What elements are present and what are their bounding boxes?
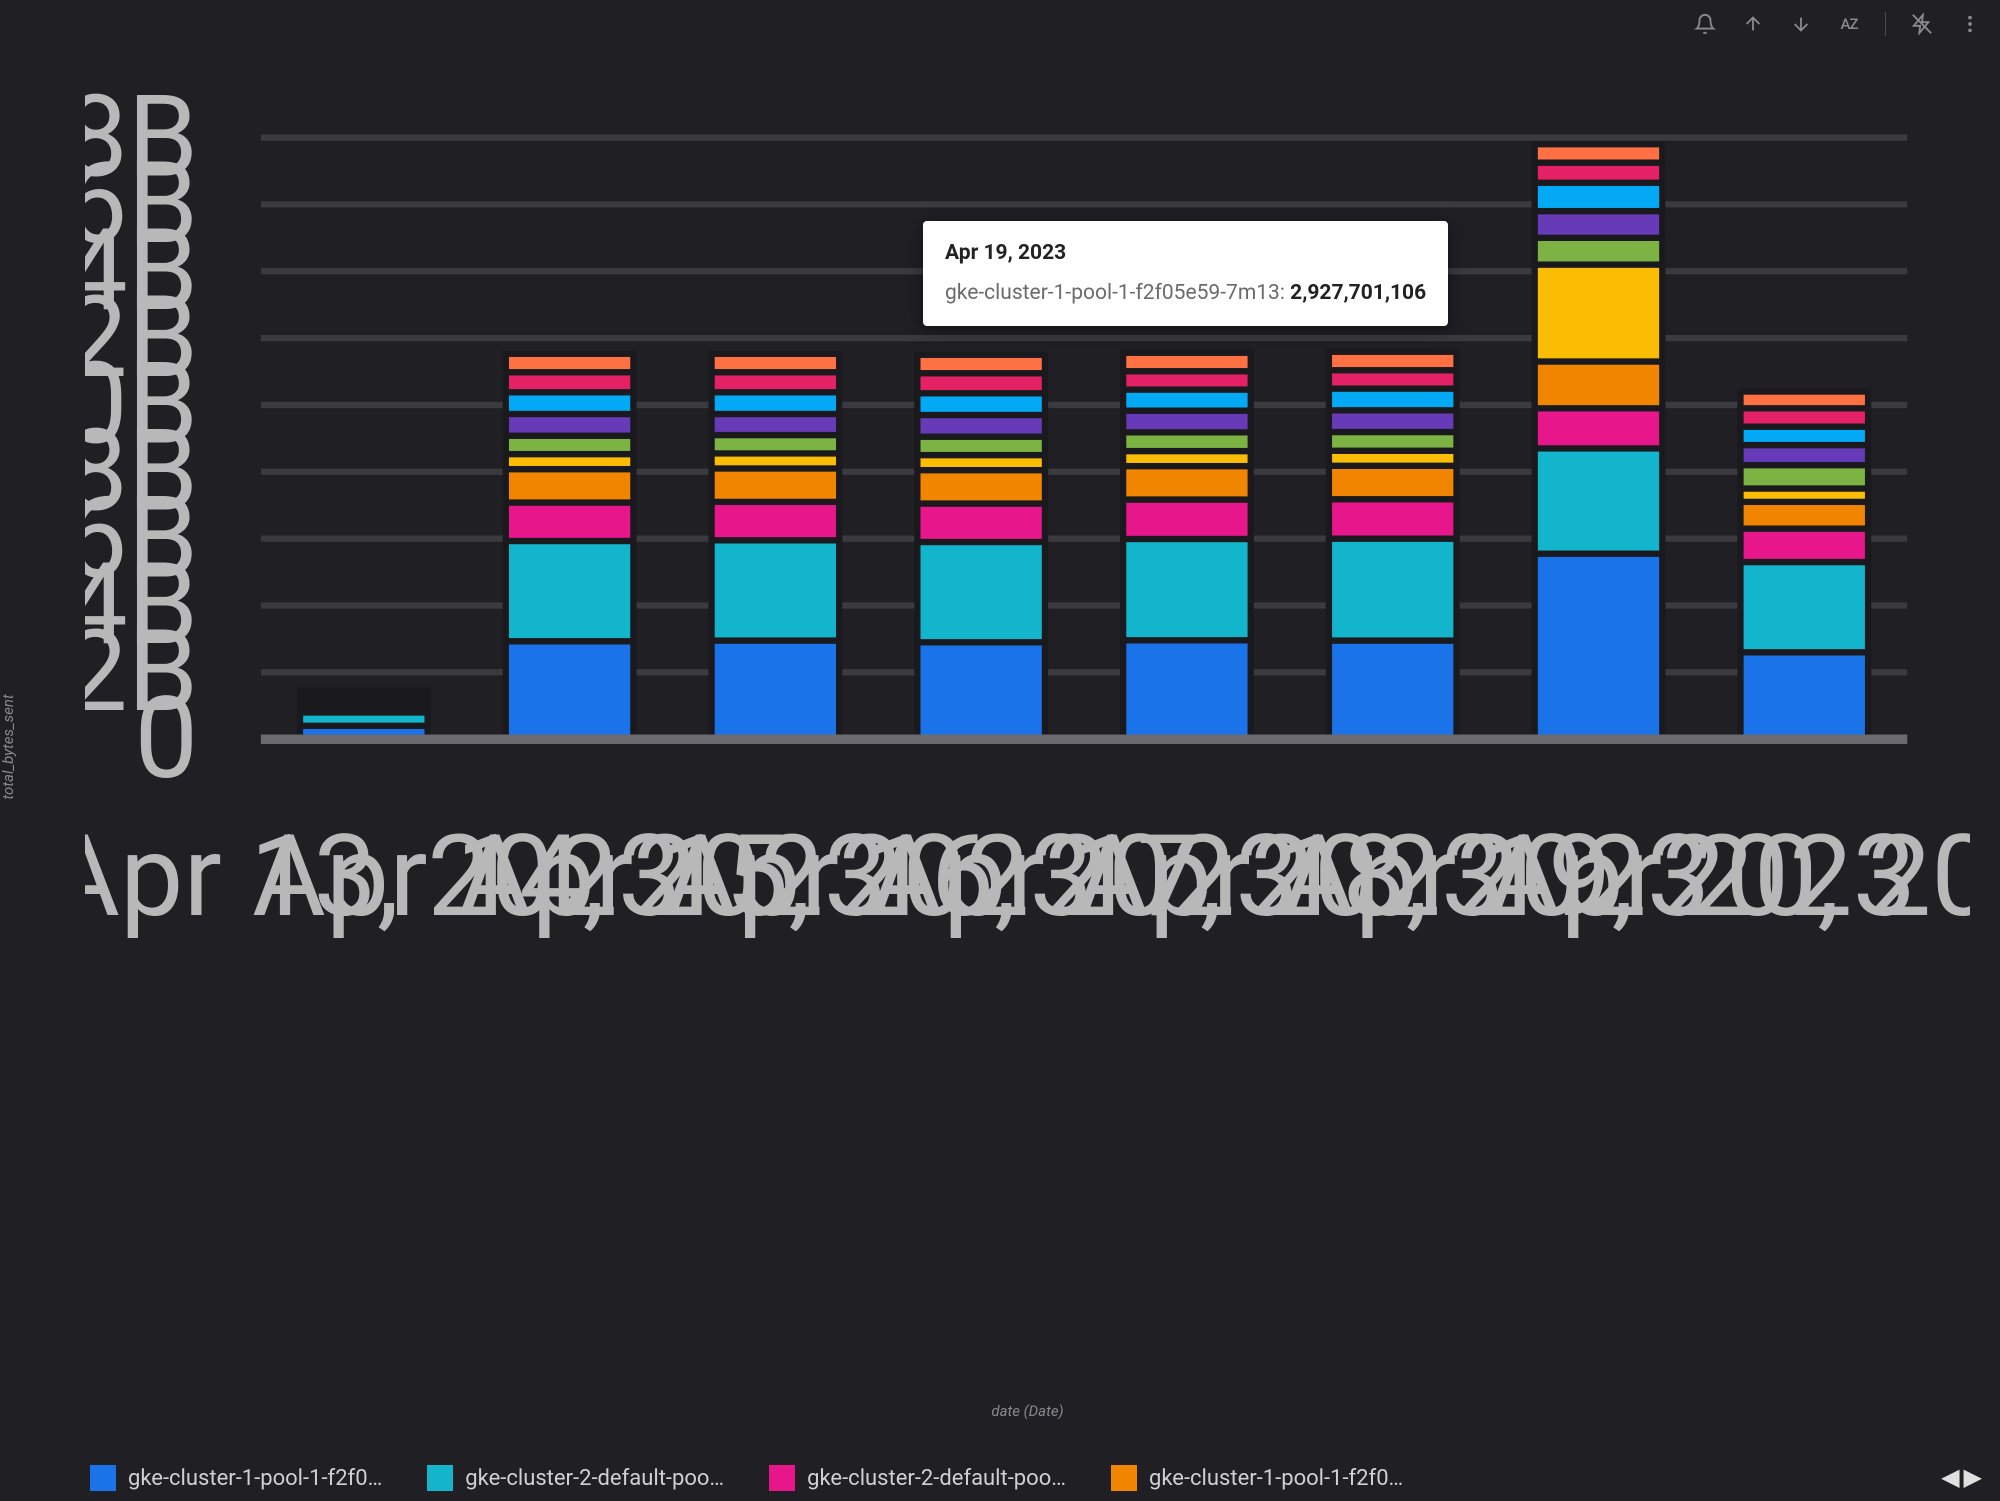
legend-pager: ◀ ▶ [1941,1463,1982,1491]
bar-segment[interactable] [712,414,840,435]
bar-segment[interactable] [1329,352,1457,370]
bar-segment[interactable] [917,504,1045,542]
legend-item[interactable]: gke-cluster-1-pool-1-f2f0… [1111,1465,1403,1491]
legend-label: gke-cluster-2-default-poo… [465,1466,724,1491]
bar-segment[interactable] [1329,499,1457,538]
bar-segment[interactable] [506,541,634,641]
bar-segment[interactable] [917,542,1045,642]
bar-segment[interactable] [1123,539,1251,640]
bar-segment[interactable] [1535,211,1663,238]
x-tick-label: Apr 20, 2023 [1487,810,1970,943]
more-icon[interactable] [1958,12,1982,36]
tooltip-series-label: gke-cluster-1-pool-1-f2f05e59-7m13: [945,281,1290,305]
x-axis-label: date (Date) [85,1402,1970,1420]
bar-segment[interactable] [1123,640,1251,739]
bolt-off-icon[interactable] [1910,12,1934,36]
bar-segment[interactable] [917,415,1045,437]
toolbar-divider [1885,12,1886,36]
legend-label: gke-cluster-2-default-poo… [807,1466,1066,1491]
y-axis-label: total_bytes_sent [0,694,17,799]
bar-segment[interactable] [1329,466,1457,499]
bar-segment[interactable] [712,540,840,640]
chart-panel: AZ total_bytes_sent 02B4B6B8B10B12B14B16… [0,0,2000,1501]
bar-segment[interactable] [1535,144,1663,162]
y-tick-label: 18B [85,70,198,203]
legend-next-icon[interactable]: ▶ [1964,1463,1982,1491]
bar-segment[interactable] [1535,361,1663,408]
bar-segment[interactable] [1535,238,1663,265]
bar-segment[interactable] [712,392,840,414]
legend-label: gke-cluster-1-pool-1-f2f0… [128,1466,382,1491]
bar-segment[interactable] [1123,500,1251,539]
bar-segment[interactable] [1740,652,1868,739]
tooltip-value: 2,927,701,106 [1290,281,1426,305]
bar-segment[interactable] [1740,529,1868,562]
bar-segment[interactable] [506,641,634,739]
bar-segment[interactable] [1123,466,1251,499]
bar-segment[interactable] [300,691,428,694]
bar-segment[interactable] [712,502,840,540]
legend-item[interactable]: gke-cluster-2-default-poo… [427,1465,724,1491]
bar-segment[interactable] [917,393,1045,415]
bell-icon[interactable] [1693,12,1717,36]
legend-label: gke-cluster-1-pool-1-f2f0… [1149,1466,1403,1491]
bar-segment[interactable] [917,642,1045,739]
tooltip-title: Apr 19, 2023 [945,237,1426,271]
bar-segment[interactable] [1740,392,1868,409]
bar-segment[interactable] [917,355,1045,373]
bar-segment[interactable] [1535,183,1663,211]
legend: gke-cluster-1-pool-1-f2f0… gke-cluster-2-… [90,1465,1940,1491]
bar-segment[interactable] [1535,265,1663,362]
bar-segment[interactable] [712,468,840,501]
sort-az-icon[interactable]: AZ [1837,12,1861,36]
bar-segment[interactable] [1740,562,1868,652]
bar-segment[interactable] [1329,389,1457,411]
panel-toolbar: AZ [1693,8,1982,40]
bar-segment[interactable] [712,641,840,740]
arrow-down-icon[interactable] [1789,12,1813,36]
legend-item[interactable]: gke-cluster-2-default-poo… [769,1465,1066,1491]
bar-segment[interactable] [506,392,634,414]
bar-segment[interactable] [506,503,634,541]
bar-segment[interactable] [1740,465,1868,488]
bar-segment[interactable] [506,469,634,502]
bar-segment[interactable] [506,414,634,436]
bar-segment[interactable] [1329,641,1457,740]
bar-segment[interactable] [1535,448,1663,553]
legend-item[interactable]: gke-cluster-1-pool-1-f2f0… [90,1465,382,1491]
bar-segment[interactable] [506,354,634,372]
bar-segment[interactable] [712,354,840,372]
bar-segment[interactable] [1535,408,1663,448]
chart-svg[interactable]: 02B4B6B8B10B12B14B16B18BApr 13, 2023Apr … [85,48,1970,991]
legend-swatch [1111,1465,1137,1491]
bar-segment[interactable] [1123,353,1251,371]
arrow-up-icon[interactable] [1741,12,1765,36]
legend-swatch [769,1465,795,1491]
bar-segment[interactable] [1535,554,1663,739]
bar-segment[interactable] [1740,502,1868,529]
legend-swatch [90,1465,116,1491]
chart-tooltip: Apr 19, 2023 gke-cluster-1-pool-1-f2f05e… [923,221,1448,326]
bar-segment[interactable] [917,470,1045,503]
bar-segment[interactable] [1329,410,1457,432]
legend-prev-icon[interactable]: ◀ [1941,1463,1959,1491]
legend-swatch [427,1465,453,1491]
bar-segment[interactable] [1329,539,1457,641]
bar-segment[interactable] [1123,411,1251,433]
bar-segment[interactable] [1123,390,1251,411]
